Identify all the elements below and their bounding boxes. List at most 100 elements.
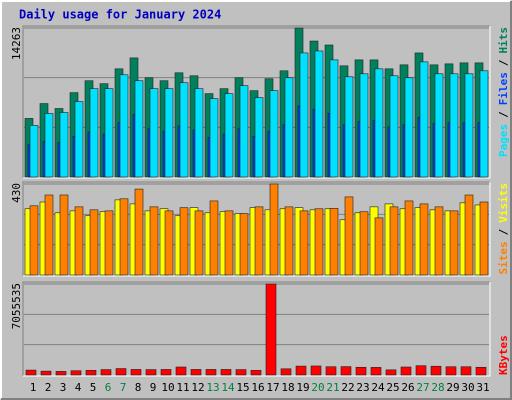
bar (370, 367, 382, 376)
bar (389, 75, 399, 178)
bar (85, 370, 97, 376)
bar (269, 90, 279, 178)
bar (299, 52, 309, 178)
x-tick-label: 17 (266, 381, 279, 394)
panel-frame-light (23, 182, 491, 277)
x-tick-label: 4 (75, 381, 82, 394)
bar (29, 205, 39, 276)
bar (250, 370, 262, 376)
bar (475, 366, 487, 376)
bar (179, 82, 189, 178)
bar (280, 368, 292, 376)
x-tick-label: 20 (311, 381, 324, 394)
bar (59, 194, 69, 276)
bar (89, 209, 99, 276)
bar (59, 112, 69, 178)
x-tick-label: 12 (191, 381, 204, 394)
bar (134, 188, 144, 276)
x-tick-label: 23 (356, 381, 369, 394)
bar (74, 101, 84, 178)
legend-entry: Pages (497, 124, 510, 157)
bar (25, 369, 37, 376)
panel-frame-light (23, 282, 491, 377)
bar (134, 80, 144, 178)
bar (269, 183, 279, 276)
legend-middle: Sites / Visits (497, 183, 510, 275)
bar (310, 365, 322, 376)
bar (239, 213, 249, 276)
bar (449, 210, 459, 276)
bar (419, 61, 429, 178)
bar (104, 88, 114, 178)
x-tick-label: 30 (461, 381, 474, 394)
bar (145, 369, 157, 376)
x-tick-label: 19 (296, 381, 309, 394)
bar (374, 68, 384, 178)
legend-entry: Files (497, 72, 510, 105)
x-tick-label: 22 (341, 381, 354, 394)
bar (359, 211, 369, 276)
bar (314, 208, 324, 276)
bar (419, 203, 429, 276)
legend-separator: / (497, 111, 510, 118)
panel-frame-light (23, 26, 491, 179)
x-tick-label: 18 (281, 381, 294, 394)
bar (209, 98, 219, 178)
bar (29, 125, 39, 178)
x-tick-label: 24 (371, 381, 385, 394)
legend-separator: / (497, 59, 510, 66)
bar (55, 371, 67, 376)
bar (464, 73, 474, 178)
bar (254, 206, 264, 276)
bar (430, 365, 442, 376)
bar (389, 206, 399, 276)
legend-entry: Visits (497, 183, 510, 223)
bar (164, 210, 174, 276)
x-tick-label: 6 (105, 381, 112, 394)
x-tick-label: 3 (60, 381, 67, 394)
legend-entry: Sites (497, 241, 510, 274)
x-tick-label: 27 (416, 381, 429, 394)
bar (149, 206, 159, 276)
bar (119, 74, 129, 178)
x-tick-label: 25 (386, 381, 399, 394)
x-tick-label: 29 (446, 381, 459, 394)
bar (44, 113, 54, 178)
bar (239, 85, 249, 178)
bar (400, 366, 412, 376)
bar (404, 77, 414, 178)
bar (175, 366, 187, 376)
bar (224, 93, 234, 178)
bar (460, 366, 472, 376)
x-tick-label: 5 (90, 381, 97, 394)
bar (325, 366, 337, 376)
bar (344, 76, 354, 178)
bar (190, 369, 202, 376)
bar (254, 97, 264, 178)
bar (40, 370, 52, 376)
legend-separator: / (497, 228, 510, 235)
bar (284, 206, 294, 276)
x-tick-label: 28 (431, 381, 444, 394)
x-tick-label: 14 (221, 381, 235, 394)
legend-top: Pages / Files / Hits (497, 27, 510, 157)
bar (130, 369, 142, 376)
legend-bottom: KBytes (497, 335, 510, 375)
bar (434, 73, 444, 178)
bar (374, 217, 384, 276)
bar (415, 365, 427, 376)
bar (355, 366, 367, 376)
x-tick-label: 9 (150, 381, 157, 394)
bar (209, 200, 219, 276)
bar (434, 206, 444, 276)
panel-frame-dark (22, 281, 490, 376)
bar (104, 210, 114, 276)
bar (449, 73, 459, 178)
x-tick-label: 31 (476, 381, 489, 394)
bar (100, 369, 112, 376)
bar (479, 201, 489, 276)
bar (160, 369, 172, 376)
